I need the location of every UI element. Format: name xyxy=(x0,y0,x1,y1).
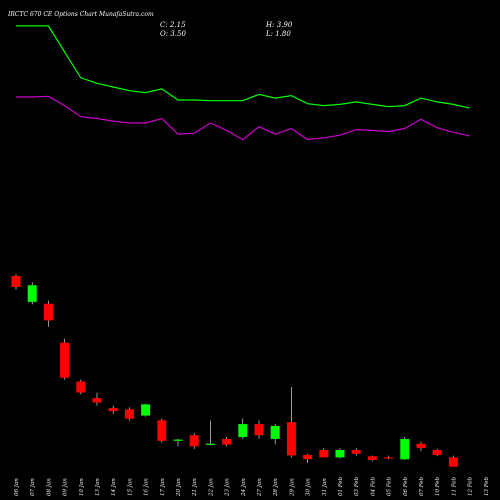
candle-body xyxy=(286,422,296,456)
x-axis-labels: 06 Jan 07 Jan 08 Jan 09 Jan 10 Jan 13 Jan 14 J… xyxy=(14,476,490,497)
candle-body xyxy=(238,424,248,438)
candle-body xyxy=(92,398,102,403)
candle-body xyxy=(43,303,53,321)
candle-body xyxy=(384,457,394,459)
candle-body xyxy=(303,454,313,460)
moving-averages xyxy=(16,25,470,141)
x-tick-label: 28 Jan xyxy=(273,478,279,497)
x-tick-label: 04 Feb xyxy=(370,476,376,496)
x-tick-label: 15 Jan xyxy=(127,478,133,496)
candle-body xyxy=(270,425,280,439)
x-tick-label: 24 Jan xyxy=(241,478,247,497)
open-value: O: 3.50 xyxy=(160,30,186,38)
x-tick-label: 30 Jan xyxy=(306,478,312,496)
x-tick-label: 13 Jan xyxy=(95,478,101,496)
candle-body xyxy=(60,342,70,378)
candle-body xyxy=(416,443,426,449)
x-tick-label: 11 Feb xyxy=(451,476,457,496)
x-tick-label: 13 Feb xyxy=(484,476,490,496)
x-tick-label: 10 Feb xyxy=(435,476,441,496)
x-tick-label: 07 Jan xyxy=(30,478,36,496)
close-value: C: 2.15 xyxy=(160,21,186,29)
x-tick-label: 01 Feb xyxy=(338,476,344,496)
x-tick-label: 14 Jan xyxy=(111,478,117,496)
x-tick-label: 03 Feb xyxy=(354,476,360,496)
candle-body xyxy=(27,285,37,302)
x-tick-label: 05 Feb xyxy=(387,476,393,496)
candle-body xyxy=(400,438,410,460)
x-tick-label: 21 Jan xyxy=(192,478,198,497)
x-tick-label: 06 Jan xyxy=(14,478,20,496)
ma-short-line xyxy=(16,25,470,109)
candle-body xyxy=(189,435,199,447)
candles xyxy=(11,274,458,467)
chart-title: IRCTC 670 CE Options Chart MunafaSutra.c… xyxy=(7,11,154,18)
candle-body xyxy=(205,443,215,445)
x-tick-label: 29 Jan xyxy=(289,478,295,497)
x-tick-label: 09 Jan xyxy=(63,478,69,496)
x-tick-label: 31 Jan xyxy=(322,478,328,496)
candle-body xyxy=(335,450,345,458)
candle-body xyxy=(432,450,442,455)
candle-body xyxy=(157,420,167,441)
x-tick-label: 12 Feb xyxy=(468,476,474,496)
ma-long-line xyxy=(16,95,470,141)
candle-body xyxy=(108,408,118,412)
x-tick-label: 08 Jan xyxy=(46,478,52,496)
candle-body xyxy=(448,457,458,467)
candle-body xyxy=(319,450,329,458)
candle-body xyxy=(351,450,361,454)
high-value: H: 3.90 xyxy=(265,21,293,29)
candle-body xyxy=(76,381,86,393)
x-tick-label: 16 Jan xyxy=(144,478,150,496)
candle-body xyxy=(173,439,183,441)
candle-body xyxy=(367,456,377,460)
low-value: L: 1.80 xyxy=(265,30,291,38)
x-tick-label: 22 Jan xyxy=(208,478,214,497)
x-tick-label: 10 Jan xyxy=(79,478,85,496)
x-tick-label: 07 Feb xyxy=(419,476,425,496)
candle-body xyxy=(141,404,151,416)
x-tick-label: 06 Feb xyxy=(403,476,409,496)
candle-body xyxy=(222,438,232,445)
x-tick-label: 20 Jan xyxy=(176,478,182,497)
x-tick-label: 27 Jan xyxy=(257,478,263,497)
candle-body xyxy=(11,275,21,287)
x-tick-label: 23 Jan xyxy=(225,478,231,497)
candle-body xyxy=(254,424,264,436)
x-tick-label: 17 Jan xyxy=(160,478,166,496)
candle-body xyxy=(124,409,134,419)
